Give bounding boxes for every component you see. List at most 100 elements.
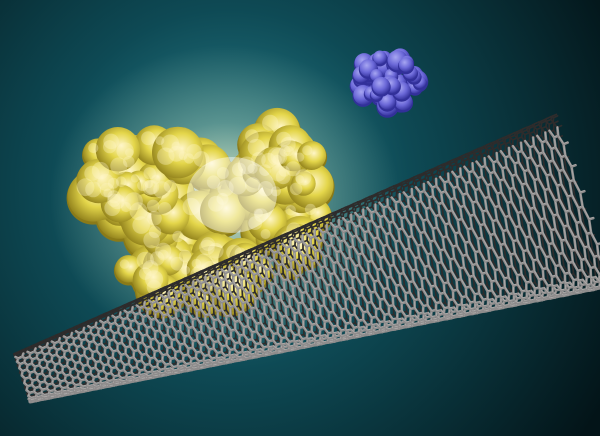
yellow-protein-lobe-highlight [217,180,234,197]
yellow-protein-lobe-highlight [254,208,269,223]
yellow-protein-lobe-highlight [270,186,281,197]
yellow-protein-lobe [76,159,121,204]
yellow-protein-lobe-highlight [150,251,165,266]
yellow-protein-lobe-highlight [245,177,261,193]
yellow-protein-lobe-highlight [247,138,265,157]
yellow-protein-lobe-highlight [267,147,286,166]
yellow-protein-lobe-highlight [129,202,148,221]
yellow-protein-lobe-highlight [84,165,100,182]
yellow-protein-lobe-highlight [158,202,172,216]
yellow-protein-lobe-highlight [143,167,156,180]
yellow-protein-lobe-highlight [253,208,263,218]
yellow-protein-lobe-highlight [91,161,110,180]
yellow-protein-lobe-highlight [99,182,115,198]
yellow-protein-lobe-highlight [193,151,210,167]
yellow-protein-lobe-highlight [178,151,188,161]
yellow-protein-lobe-highlight [285,205,297,216]
yellow-protein-lobe-highlight [228,176,247,195]
yellow-protein-lobe-highlight [279,145,291,157]
yellow-protein-lobe-highlight [270,165,287,182]
yellow-protein-lobe-highlight [130,174,140,183]
yellow-protein-lobe-highlight [145,270,164,289]
yellow-protein-lobe-highlight [172,230,184,243]
yellow-protein-lobe-highlight [119,259,130,269]
yellow-protein-lobe-highlight [115,176,127,187]
yellow-protein-lobe [200,189,246,235]
yellow-protein-lobe [152,126,204,179]
yellow-protein-lobe-highlight [147,210,162,226]
yellow-protein-lobe-highlight [283,145,294,157]
yellow-protein-lobe-highlight [278,165,290,177]
yellow-protein-lobe-highlight [295,169,312,186]
yellow-protein-lobe-highlight [216,167,229,179]
yellow-protein-lobe-highlight [186,144,202,160]
yellow-protein-lobe-highlight [295,152,305,162]
yellow-protein-lobe-highlight [123,155,135,168]
yellow-protein-lobe-highlight [199,239,215,256]
yellow-protein-lobe-highlight [191,258,202,269]
yellow-protein-lobe-highlight [270,147,288,165]
yellow-protein-lobe [291,171,316,196]
yellow-protein-lobe-highlight [142,180,158,196]
yellow-protein-lobe-highlight [260,229,271,239]
yellow-protein-lobe-highlight [259,164,271,177]
yellow-protein-lobe-highlight [262,114,279,131]
yellow-protein-lobe-highlight [304,203,317,215]
yellow-protein-lobe-highlight [146,199,160,212]
yellow-protein-lobe-highlight [157,147,175,165]
yellow-protein-lobe-highlight [107,193,121,207]
yellow-protein-bright-core [187,157,277,233]
yellow-protein-lobe-highlight [258,181,274,197]
yellow-protein-lobe-highlight [206,175,221,189]
yellow-protein-lobe-highlight [85,181,102,198]
yellow-protein-lobe [95,127,140,172]
yellow-protein-lobe-highlight [155,136,165,146]
yellow-protein-lobe-highlight [195,253,213,271]
yellow-protein-lobe-highlight [155,242,172,259]
yellow-protein-lobe-highlight [88,142,99,154]
yellow-protein-lobe-highlight [168,145,185,162]
yellow-protein-lobe-highlight [103,188,113,198]
yellow-protein-lobe-highlight [109,194,125,210]
yellow-protein-lobe-highlight [144,179,153,189]
yellow-protein-lobe-highlight [153,181,171,199]
yellow-protein-lobe-highlight [151,174,161,184]
yellow-protein-lobe-highlight [285,161,301,177]
yellow-protein-lobe-highlight [183,153,195,164]
yellow-protein-lobe-highlight [272,154,282,165]
yellow-protein-lobe-highlight [148,225,162,239]
yellow-protein-lobe-highlight [245,129,259,143]
yellow-protein-lobe-highlight [103,140,117,154]
yellow-protein-lobe-highlight [163,179,177,193]
yellow-protein-lobe-highlight [142,260,159,276]
yellow-protein-lobe-highlight [207,242,224,259]
yellow-protein-lobe-highlight [161,134,180,153]
yellow-protein-lobe-highlight [208,195,224,212]
yellow-protein-lobe-highlight [97,173,115,191]
yellow-protein-lobe-highlight [103,133,119,150]
yellow-protein-lobe-highlight [182,197,200,216]
yellow-protein-lobe-highlight [124,192,143,211]
yellow-protein-lobe-highlight [171,141,181,151]
yellow-protein-lobe-highlight [120,201,132,213]
yellow-protein-lobe-highlight [107,177,119,189]
yellow-protein-lobe-highlight [237,156,256,175]
yellow-protein-lobe-highlight [107,190,121,204]
yellow-protein-lobe-highlight [280,136,296,153]
yellow-protein-lobe-highlight [181,265,191,275]
yellow-protein-lobe-highlight [157,249,169,261]
yellow-protein-lobe-highlight [216,192,229,205]
yellow-protein-lobe-highlight [141,131,156,146]
yellow-protein-lobe-highlight [76,178,95,197]
yellow-protein-lobe-highlight [251,152,266,167]
yellow-protein-lobe-highlight [144,180,160,195]
yellow-protein-lobe-highlight [248,216,263,231]
yellow-protein-lobe-highlight [138,267,152,280]
yellow-protein-lobe-highlight [110,157,128,175]
yellow-protein-lobe-highlight [137,180,149,191]
yellow-protein-lobe-highlight [170,256,185,271]
yellow-protein-lobe-highlight [104,200,121,216]
yellow-protein-lobe-highlight [261,152,277,169]
